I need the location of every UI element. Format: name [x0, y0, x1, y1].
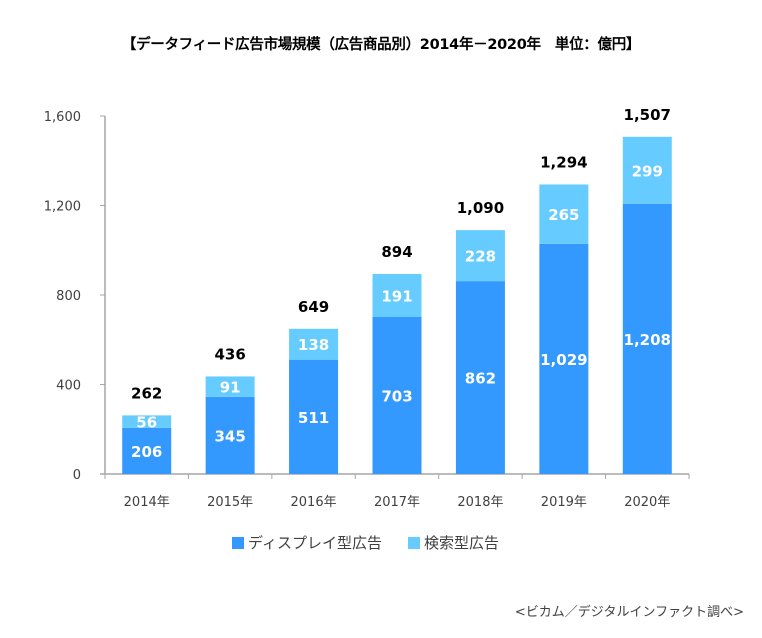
bar-segment-display	[622, 203, 672, 474]
y-tick-label: 0	[73, 468, 81, 483]
legend-swatch-display	[232, 536, 244, 549]
legend-swatch-search	[407, 536, 420, 549]
axes: 0 400 800 1,200 1,600 2014年 2015年 2016年 2017年 201…	[44, 110, 690, 510]
total-label: 1,294	[540, 153, 587, 171]
data-label-search: 265	[548, 206, 579, 224]
bar-segment-search	[455, 230, 505, 282]
data-label-search: 138	[298, 336, 329, 354]
legend: ディスプレイ型広告 検索型広告	[232, 532, 525, 553]
data-label-display: 511	[298, 409, 329, 427]
y-tick-label: 800	[56, 289, 81, 304]
legend-label-search: 検索型広告	[423, 534, 499, 552]
data-label-display: 862	[465, 370, 496, 388]
x-tick-label: 2014年	[124, 495, 170, 510]
x-tick-label: 2017年	[374, 495, 420, 510]
total-label: 649	[298, 298, 329, 316]
data-label-search: 228	[465, 248, 496, 266]
labels: 206 56 262 345 91 436 511 138 649 703 191 894 862 228…	[131, 106, 671, 461]
legend-item-display: ディスプレイ型広告	[232, 532, 382, 553]
y-tick-label: 1,200	[44, 200, 81, 215]
bar-segment-search	[372, 273, 422, 317]
legend-label-display: ディスプレイ型広告	[248, 534, 382, 552]
x-tick-label: 2018年	[457, 495, 503, 510]
bar-segment-search	[122, 415, 172, 428]
y-tick-label: 1,600	[44, 110, 81, 125]
bar-segment-display	[372, 316, 422, 474]
total-label: 1,090	[457, 199, 504, 217]
bar-segment-search	[539, 184, 589, 244]
x-tick-label: 2015年	[207, 495, 253, 510]
x-tick-label: 2019年	[541, 495, 587, 510]
data-label-display: 345	[214, 427, 245, 445]
total-label: 436	[214, 345, 245, 363]
chart-canvas: 0 400 800 1,200 1,600 2014年 2015年 2016年 2017年 201…	[44, 106, 690, 510]
bar-segment-display	[455, 281, 505, 474]
data-label-search: 299	[632, 162, 663, 180]
total-label: 1,507	[624, 106, 671, 124]
bar-segment-search	[205, 376, 255, 397]
data-label-search: 91	[220, 379, 241, 397]
total-label: 262	[131, 384, 162, 402]
bar-segment-search	[289, 328, 339, 360]
data-label-search: 191	[381, 287, 412, 305]
bar-segment-display	[205, 396, 255, 474]
x-tick-label: 2020年	[624, 495, 670, 510]
bars	[122, 136, 672, 474]
total-label: 894	[381, 243, 412, 261]
data-label-display: 206	[131, 443, 162, 461]
data-label-display: 1,208	[624, 331, 671, 349]
data-label-display: 703	[381, 387, 412, 405]
bar-segment-display	[539, 243, 589, 474]
data-label-search: 56	[136, 414, 157, 432]
bar-segment-display	[289, 359, 339, 474]
bar-segment-search	[622, 136, 672, 204]
legend-item-search: 検索型広告	[407, 532, 499, 553]
data-label-display: 1,029	[540, 351, 587, 369]
x-tick-label: 2016年	[291, 495, 337, 510]
bar-segment-display	[122, 427, 172, 474]
chart-title: 【データフィード広告市場規模（広告商品別）2014年－2020年 単位：億円】	[121, 37, 641, 53]
y-tick-label: 400	[56, 379, 81, 394]
source-note: <ビカム／デジタルインファクト調べ>	[514, 605, 744, 620]
